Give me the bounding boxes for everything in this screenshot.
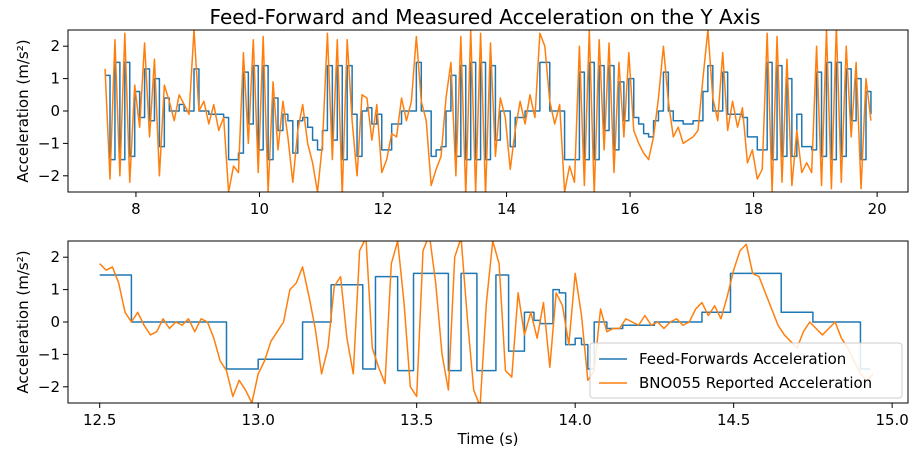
y-tick-label: −2 [38,378,60,396]
x-tick-label: 10 [250,200,269,218]
y-tick-label: −1 [38,345,60,363]
legend: Feed-Forwards Acceleration BNO055 Reporte… [589,342,903,399]
x-tick-label: 16 [621,200,640,218]
x-axis-label: Time (s) [457,430,519,448]
x-tick-label: 15.0 [875,411,908,429]
subplot-2: 12.5 13.0 13.5 14.0 14.5 15.0 −2 −1 0 1 2 Accelerat… [14,240,909,448]
x-tick-label: 14.0 [558,411,591,429]
y-tick-label: −2 [38,167,60,185]
bno055-series-line [99,241,874,403]
legend-box [589,342,903,399]
y-tick-label: 2 [50,248,60,266]
x-tick-label: 12 [373,200,392,218]
y-tick-label: 1 [50,70,60,88]
x-tick-label: 14.5 [717,411,750,429]
y-tick-label: 2 [50,37,60,55]
x-tick-label: 8 [131,200,141,218]
figure-title: Feed-Forward and Measured Acceleration o… [210,5,761,29]
feed-forward-series-line [105,61,872,161]
x-tick-label: 13.0 [241,411,274,429]
legend-label-feed-forward: Feed-Forwards Acceleration [639,350,846,368]
x-tick-label: 13.5 [400,411,433,429]
y-axis-label: Acceleration (m/s²) [14,39,32,182]
legend-label-bno055: BNO055 Reported Acceleration [639,374,872,392]
y-axis-label: Acceleration (m/s²) [14,250,32,393]
y-tick-label: −1 [38,134,60,152]
y-tick-label: 1 [50,281,60,299]
bno055-series-line [104,30,872,192]
y-tick-label: 0 [50,102,60,120]
x-tick-label: 20 [868,200,887,218]
x-tick-label: 12.5 [83,411,116,429]
x-tick-label: 18 [744,200,763,218]
x-tick-label: 14 [497,200,516,218]
y-tick-label: 0 [50,313,60,331]
